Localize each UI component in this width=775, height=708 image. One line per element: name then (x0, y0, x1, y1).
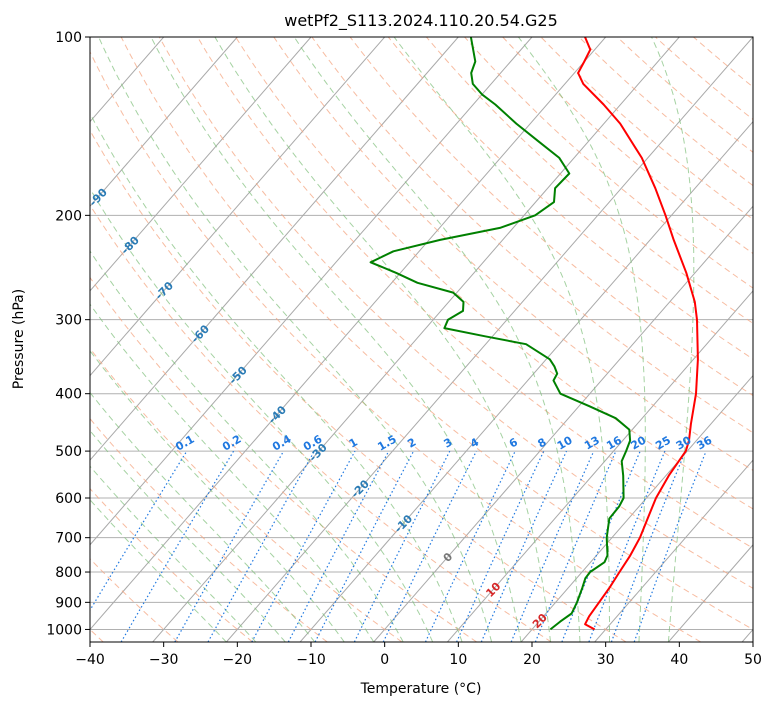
y-tick-label: 1000 (46, 622, 82, 638)
x-tick-label: 20 (523, 652, 541, 668)
moist-adiabat (90, 250, 404, 642)
dry-adiabat (502, 37, 753, 255)
moist-adiabat (518, 37, 646, 642)
mixing-ratio-line (251, 450, 356, 642)
isotherm-line (90, 37, 607, 631)
dry-adiabat (464, 37, 753, 289)
temperature-profile (577, 37, 699, 631)
x-tick-label: 10 (449, 652, 467, 668)
y-axis-label: Pressure (hPa) (11, 289, 27, 389)
dry-adiabat (158, 37, 753, 589)
mixing-ratio-line (207, 450, 315, 642)
isotherm-line (90, 37, 459, 461)
isotherm-line (90, 37, 386, 377)
y-tick-label: 200 (55, 208, 82, 224)
y-tick-label: 800 (55, 565, 82, 581)
mixing-ratio-line (382, 450, 477, 642)
dry-adiabat (273, 37, 753, 471)
moist-adiabat (651, 37, 695, 642)
dry-adiabat (90, 347, 403, 642)
mixing-ratio-labels: 0.1 0.2 0.4 0.6 1 1.5 2 3 4 6 8 10 13 16 20 25 30 36 (173, 432, 714, 453)
moist-adiabat (393, 37, 610, 642)
x-tick-label: 0 (380, 652, 389, 668)
x-tick-label: 40 (670, 652, 688, 668)
mixing-ratio-line (120, 450, 235, 642)
x-tick-label: −40 (75, 652, 105, 668)
x-tick-label: 30 (597, 652, 615, 668)
dry-adiabat (90, 487, 253, 642)
profile-series (369, 37, 699, 631)
dry-adiabat (90, 50, 702, 642)
moist-adiabat (90, 350, 345, 642)
y-tick-label: 900 (55, 595, 82, 611)
x-axis-ticks: −40 −30 −20 −10 0 10 20 30 40 50 (75, 642, 762, 668)
plot-frame (89, 36, 754, 643)
isotherm-line (90, 37, 533, 546)
dewpoint-profile (369, 37, 632, 631)
moist-adiabat (90, 429, 286, 642)
moist-adiabat (150, 37, 522, 642)
y-tick-label: 300 (55, 313, 82, 329)
isotherm-line (226, 37, 753, 642)
isotherm-line (152, 37, 680, 642)
moist-adiabats (90, 37, 695, 642)
moist-adiabat (90, 303, 375, 642)
mixing-ratio-line (510, 450, 595, 642)
y-tick-label: 400 (55, 387, 82, 403)
mixing-ratio-line (456, 450, 545, 642)
mixing-ratio-line (480, 450, 568, 642)
dry-adiabat (235, 37, 753, 510)
y-axis-ticks: 100 200 300 400 500 600 700 800 900 1000 (46, 30, 90, 638)
mixing-ratio-line (174, 450, 285, 642)
y-tick-label: 500 (55, 444, 82, 460)
dry-adiabat (616, 37, 753, 153)
moist-adiabat (214, 37, 551, 642)
dry-adiabat (90, 204, 552, 642)
mixing-ratio-line (424, 450, 516, 642)
x-axis-label: Temperature (°C) (360, 681, 482, 697)
y-tick-label: 100 (55, 30, 82, 46)
dry-adiabat (426, 37, 753, 324)
y-tick-label: 700 (55, 531, 82, 547)
isotherm-line (90, 37, 238, 207)
dry-adiabat (90, 129, 627, 642)
mixing-ratio-line (534, 450, 617, 642)
chart-title: wetPf2_S113.2024.110.20.54.G25 (284, 11, 558, 31)
isotherm-line (90, 37, 312, 292)
x-tick-label: −30 (149, 652, 179, 668)
moist-adiabat (90, 391, 316, 642)
dry-adiabat (387, 37, 753, 360)
moist-adiabat (90, 187, 434, 642)
mixing-ratio-lines (90, 450, 707, 642)
isotherm-line (373, 205, 753, 642)
grid-lines (90, 37, 753, 642)
dry-adiabat (349, 37, 753, 397)
dry-adiabats (90, 37, 753, 642)
y-tick-label: 600 (55, 491, 82, 507)
moist-adiabat (90, 465, 257, 642)
isotherm-line (594, 459, 753, 642)
x-tick-label: −10 (296, 652, 326, 668)
moist-adiabat (90, 112, 463, 642)
moist-adiabat (98, 37, 493, 642)
x-tick-label: 50 (744, 652, 762, 668)
isotherm-line (520, 374, 753, 642)
dry-adiabat (311, 37, 753, 434)
x-tick-label: −20 (223, 652, 253, 668)
